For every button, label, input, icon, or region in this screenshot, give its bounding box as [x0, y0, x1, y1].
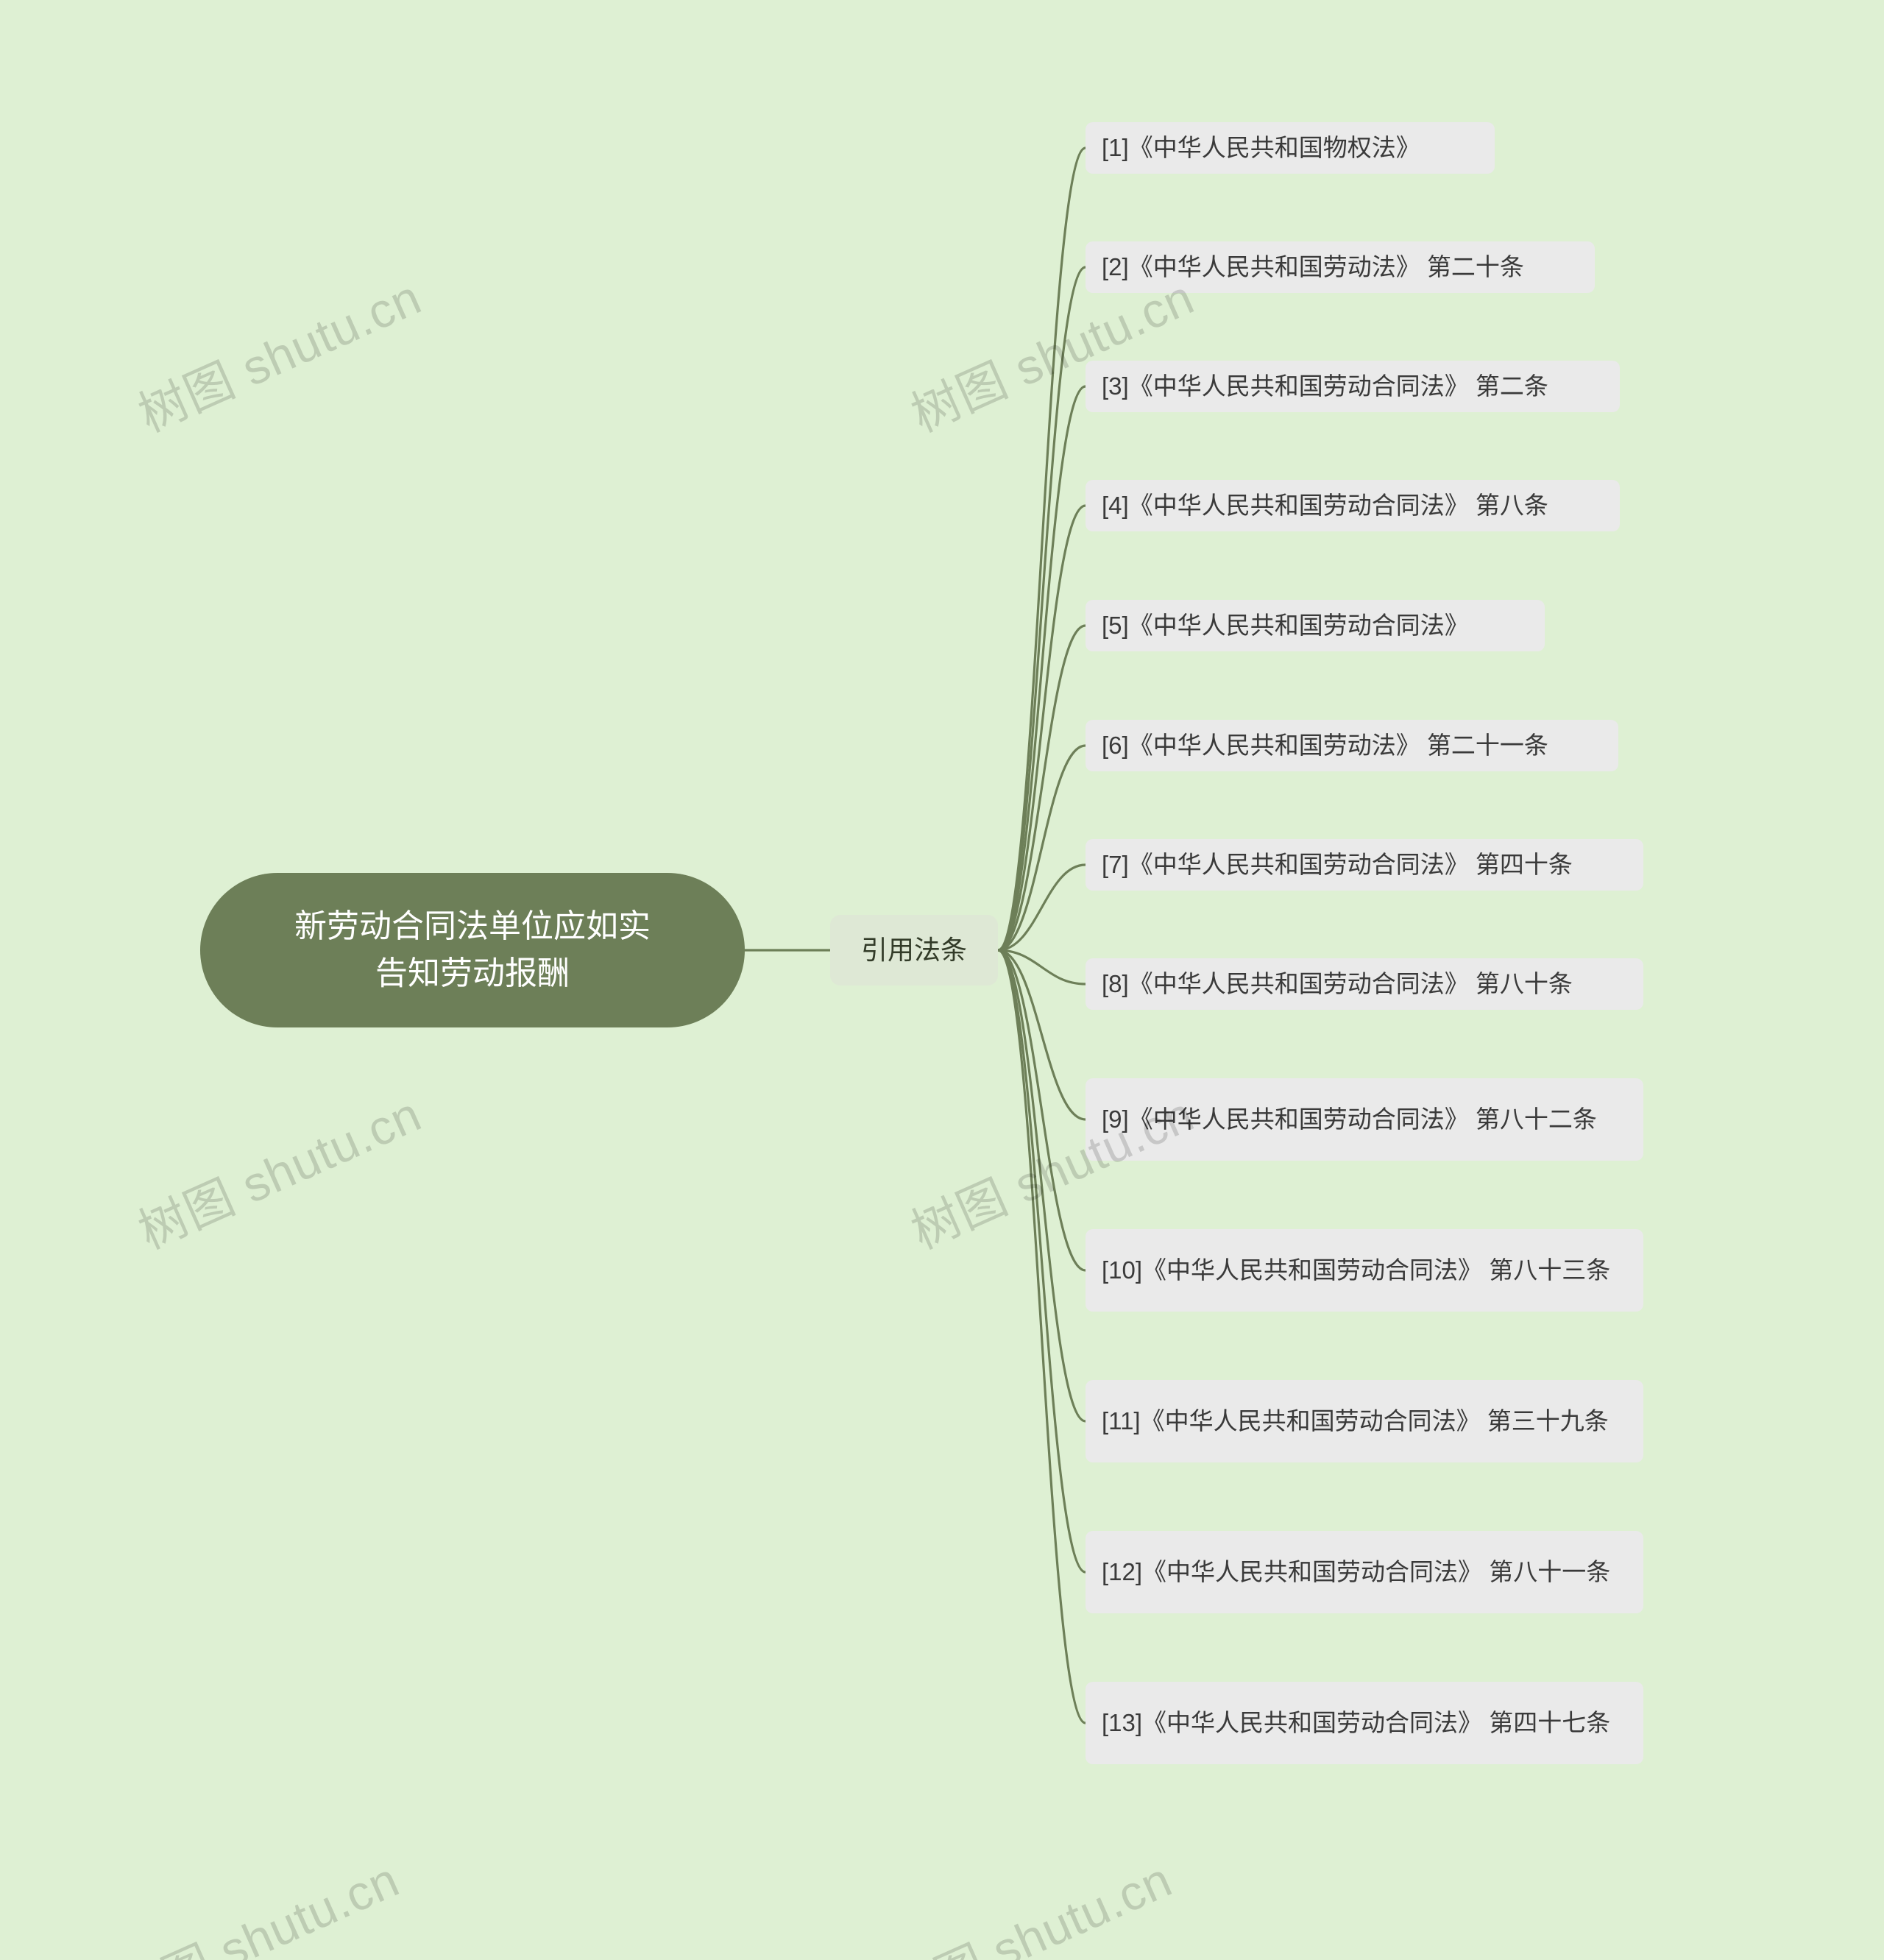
root-label: 新劳动合同法单位应如实告知劳动报酬 — [294, 903, 651, 997]
leaf-label: [7]《中华人民共和国劳动合同法》 第四十条 — [1102, 849, 1573, 882]
leaf-label: [8]《中华人民共和国劳动合同法》 第八十条 — [1102, 968, 1573, 1001]
watermark-text: 树图 shutu.cn — [126, 258, 431, 446]
root-node[interactable]: 新劳动合同法单位应如实告知劳动报酬 — [200, 873, 745, 1027]
leaf-label: [6]《中华人民共和国劳动法》 第二十一条 — [1102, 729, 1548, 763]
leaf-node[interactable]: [10]《中华人民共和国劳动合同法》 第八十三条 — [1086, 1229, 1643, 1312]
watermark-text: 树图 shutu.cn — [126, 1075, 431, 1263]
leaf-node[interactable]: [11]《中华人民共和国劳动合同法》 第三十九条 — [1086, 1380, 1643, 1462]
leaf-label: [13]《中华人民共和国劳动合同法》 第四十七条 — [1102, 1707, 1610, 1740]
leaf-label: [12]《中华人民共和国劳动合同法》 第八十一条 — [1102, 1556, 1610, 1589]
leaf-node[interactable]: [3]《中华人民共和国劳动合同法》 第二条 — [1086, 361, 1620, 412]
leaf-label: [10]《中华人民共和国劳动合同法》 第八十三条 — [1102, 1254, 1610, 1287]
leaf-node[interactable]: [4]《中华人民共和国劳动合同法》 第八条 — [1086, 480, 1620, 531]
leaf-node[interactable]: [8]《中华人民共和国劳动合同法》 第八十条 — [1086, 958, 1643, 1010]
leaf-node[interactable]: [5]《中华人民共和国劳动合同法》 — [1086, 600, 1545, 651]
mindmap-canvas: 新劳动合同法单位应如实告知劳动报酬 引用法条 [1]《中华人民共和国物权法》 [2… — [0, 0, 1884, 1960]
watermark-text: 树图 shutu.cn — [104, 1841, 408, 1960]
leaf-label: [9]《中华人民共和国劳动合同法》 第八十二条 — [1102, 1103, 1597, 1136]
leaf-node[interactable]: [1]《中华人民共和国物权法》 — [1086, 122, 1495, 174]
leaf-label: [2]《中华人民共和国劳动法》 第二十条 — [1102, 251, 1524, 284]
branch-node-citations[interactable]: 引用法条 — [830, 915, 998, 986]
leaf-node[interactable]: [13]《中华人民共和国劳动合同法》 第四十七条 — [1086, 1682, 1643, 1764]
watermark-text: 树图 shutu.cn — [877, 1841, 1181, 1960]
leaf-node[interactable]: [9]《中华人民共和国劳动合同法》 第八十二条 — [1086, 1078, 1643, 1161]
leaf-node[interactable]: [12]《中华人民共和国劳动合同法》 第八十一条 — [1086, 1531, 1643, 1613]
leaf-label: [5]《中华人民共和国劳动合同法》 — [1102, 609, 1469, 643]
leaf-label: [11]《中华人民共和国劳动合同法》 第三十九条 — [1102, 1405, 1609, 1438]
leaf-label: [4]《中华人民共和国劳动合同法》 第八条 — [1102, 489, 1548, 523]
leaf-label: [3]《中华人民共和国劳动合同法》 第二条 — [1102, 370, 1548, 403]
leaf-node[interactable]: [6]《中华人民共和国劳动法》 第二十一条 — [1086, 720, 1618, 771]
leaf-label: [1]《中华人民共和国物权法》 — [1102, 132, 1420, 165]
branch-label: 引用法条 — [861, 933, 967, 968]
leaf-node[interactable]: [7]《中华人民共和国劳动合同法》 第四十条 — [1086, 839, 1643, 891]
leaf-node[interactable]: [2]《中华人民共和国劳动法》 第二十条 — [1086, 241, 1595, 293]
